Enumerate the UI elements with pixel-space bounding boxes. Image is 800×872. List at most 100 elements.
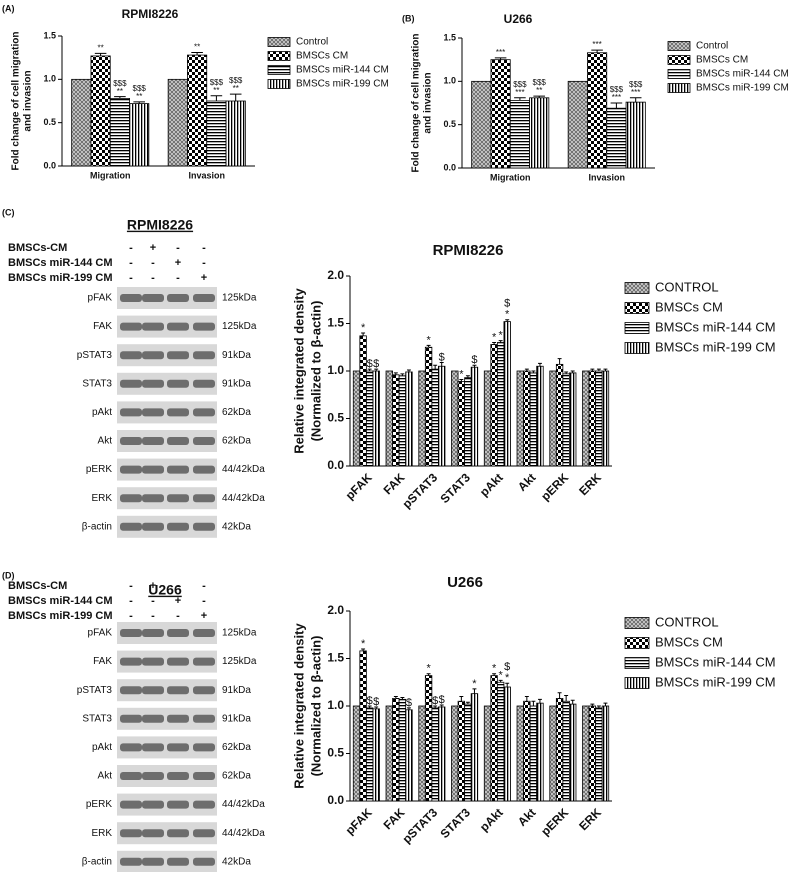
significance-label: $$$ xyxy=(113,79,127,88)
chart-title: U266 xyxy=(504,12,533,26)
error-bar xyxy=(537,698,542,704)
band-label: Akt xyxy=(98,771,113,782)
blot-band xyxy=(142,494,164,503)
band-size: 62kDa xyxy=(222,771,251,782)
blot-band xyxy=(120,686,142,695)
significance-label: $ xyxy=(367,695,373,707)
blot-band xyxy=(193,437,215,445)
significance-label: $ xyxy=(439,694,445,706)
error-bar xyxy=(590,703,595,706)
x-tick-label: ERK xyxy=(576,470,604,498)
error-bar xyxy=(433,364,438,370)
blot-band xyxy=(167,351,189,360)
blot-band xyxy=(120,437,142,445)
band-label: STAT3 xyxy=(82,713,112,724)
legend-swatch xyxy=(624,677,650,689)
blot-band xyxy=(142,408,164,417)
legend-swatch xyxy=(624,302,650,314)
significance-label: * xyxy=(499,330,504,342)
blot-band xyxy=(120,294,142,302)
legend-label: BMSCs miR-199 CM xyxy=(655,674,776,689)
error-bar xyxy=(531,700,536,706)
y-tick-label: 1.0 xyxy=(327,698,344,712)
blot-band xyxy=(167,800,189,809)
error-bar xyxy=(459,696,464,702)
bar xyxy=(503,321,511,467)
blot-band xyxy=(193,772,215,780)
bar xyxy=(352,370,361,467)
blot-band xyxy=(142,714,164,723)
bar xyxy=(523,370,531,467)
bar xyxy=(457,700,466,802)
blot-band xyxy=(142,465,164,474)
blot-band xyxy=(142,772,164,780)
legend-label: BMSCs miR-199 CM xyxy=(296,79,389,90)
y-axis-label: (Normalized to β-actin) xyxy=(308,636,323,777)
band-label: β-actin xyxy=(82,521,112,532)
error-bar xyxy=(459,379,464,382)
error-bar xyxy=(524,368,529,371)
band-size: 125kDa xyxy=(222,321,257,332)
bar xyxy=(424,675,433,802)
blot-band xyxy=(120,829,142,838)
condition-sign: + xyxy=(201,610,207,622)
error-bar xyxy=(505,682,510,687)
significance-label: $ xyxy=(439,351,445,363)
error-bar xyxy=(492,673,497,676)
blot-band xyxy=(193,322,215,331)
error-bar xyxy=(367,368,372,371)
chart-title: RPMI8226 xyxy=(433,242,504,259)
significance-label: $$$ xyxy=(610,85,624,94)
blot-band xyxy=(193,714,215,723)
blot-band xyxy=(167,629,189,637)
error-bar xyxy=(494,57,507,60)
significance-label: $$$ xyxy=(133,84,147,93)
error-bar xyxy=(406,707,411,710)
condition-sign: + xyxy=(201,272,207,284)
legend-label: BMSCs miR-144 CM xyxy=(655,654,776,669)
blot-band xyxy=(120,772,142,780)
bar xyxy=(90,55,111,167)
bar xyxy=(372,370,380,467)
bar xyxy=(359,335,367,467)
bar xyxy=(372,708,380,802)
band-label: pSTAT3 xyxy=(77,685,113,696)
y-tick-label: 0.5 xyxy=(443,119,456,129)
bar xyxy=(457,381,466,467)
x-tick-label: pERK xyxy=(538,470,571,503)
significance-label: $$$ xyxy=(229,76,243,85)
bar xyxy=(109,98,130,167)
band-size: 125kDa xyxy=(222,656,257,667)
band-label: ERK xyxy=(91,493,112,504)
x-tick-label: pSTAT3 xyxy=(400,805,441,846)
significance-label: * xyxy=(426,663,431,675)
bar xyxy=(187,54,208,167)
bar xyxy=(562,700,570,802)
blot-band xyxy=(120,522,142,531)
error-bar xyxy=(570,370,575,373)
error-bar xyxy=(229,93,242,101)
significance-label: $ xyxy=(373,358,379,370)
significance-label: *** xyxy=(496,48,505,57)
bar xyxy=(385,705,393,802)
bar xyxy=(490,343,498,467)
bar xyxy=(549,705,557,802)
blot-band xyxy=(142,379,164,388)
blot-band xyxy=(193,522,215,531)
legend-label: Control xyxy=(696,41,728,52)
blot-band xyxy=(142,686,164,695)
legend-label: BMSCs miR-199 CM xyxy=(655,339,776,354)
blot-band xyxy=(142,322,164,331)
bar xyxy=(451,705,459,802)
bar xyxy=(352,705,361,802)
blot-band xyxy=(120,379,142,388)
legend-label: BMSCs miR-144 CM xyxy=(296,65,389,76)
blot-title: U266 xyxy=(148,582,182,598)
blot-band xyxy=(167,714,189,723)
error-bar xyxy=(367,705,372,708)
error-bar xyxy=(472,364,477,368)
band-size: 44/42kDa xyxy=(222,493,265,504)
bar xyxy=(398,698,407,802)
bar xyxy=(167,78,188,167)
y-axis-label: Fold change of cell migration xyxy=(411,34,422,173)
